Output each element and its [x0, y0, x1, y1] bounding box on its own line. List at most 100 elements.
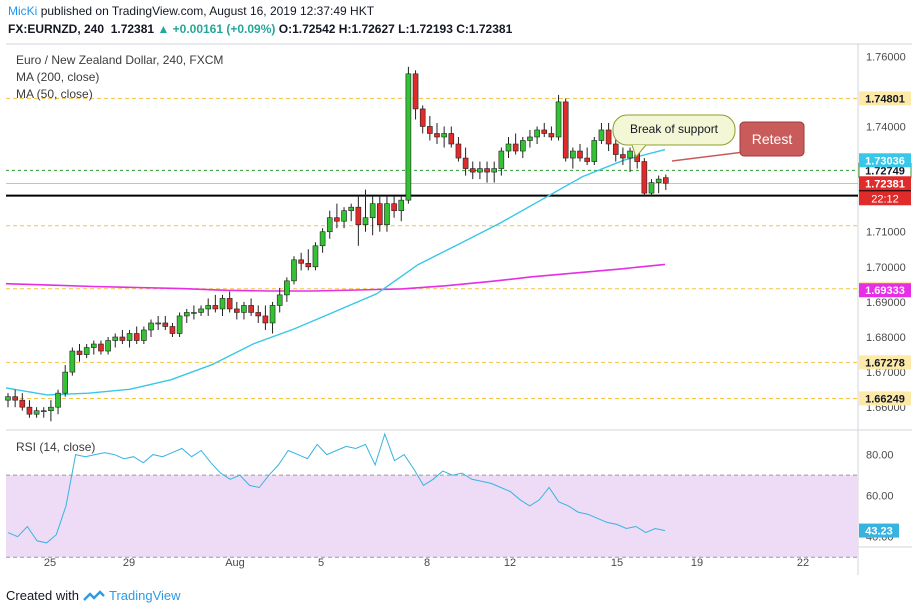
candle-bearish: [334, 217, 340, 222]
candle-bearish: [212, 305, 219, 310]
candle-bullish: [398, 199, 405, 211]
time-tick-label: Aug: [225, 557, 245, 569]
candle-bearish: [133, 333, 140, 341]
candle-bearish: [19, 399, 26, 408]
price-chart[interactable]: 1.76000 1.74000 1.71000 1.70000 1.69000 1.680…: [0, 0, 920, 585]
candle-bullish: [555, 101, 562, 138]
price-tick-label: 1.67000: [866, 367, 906, 379]
candle-bullish: [276, 294, 283, 306]
countdown-label: 22:12: [871, 193, 899, 205]
rsi-tick-label: 80.00: [866, 450, 894, 462]
candle-bullish: [291, 259, 297, 282]
candle-bullish: [148, 322, 154, 331]
rsi-line: [7, 432, 666, 544]
candle-bullish: [284, 280, 290, 296]
candle-bullish: [341, 210, 347, 222]
time-tick-label: 19: [691, 557, 703, 569]
candle-bearish: [76, 350, 83, 355]
ma50-line: [5, 148, 666, 396]
price-label: 1.73036: [865, 155, 905, 167]
break-of-support-bubble[interactable]: [612, 114, 736, 146]
candle-bullish: [155, 322, 161, 325]
retest-box[interactable]: [739, 121, 805, 157]
candle-bullish: [83, 347, 90, 355]
candle-bullish: [319, 231, 326, 247]
price-tick-label: 1.68000: [866, 332, 906, 344]
candle-bullish: [219, 298, 226, 310]
author-name[interactable]: MicKi: [8, 4, 38, 18]
ticker-line: FX:EURNZD, 240 1.72381 ▲ +0.00161 (+0.09…: [8, 22, 512, 36]
ma50-legend: MA (50, close): [16, 87, 93, 101]
candle-bearish: [641, 161, 648, 194]
candle-bullish: [62, 371, 69, 394]
candle-bullish: [269, 305, 276, 324]
candle-bullish: [441, 133, 447, 138]
rsi-value-box: [859, 523, 899, 538]
candle-bearish: [455, 143, 462, 159]
ohlc-values: O:1.72542 H:1.72627 L:1.72193 C:1.72381: [278, 22, 513, 36]
candle-bearish: [391, 203, 397, 211]
candle-bullish: [534, 129, 540, 138]
price-tick-label: 1.70000: [866, 262, 906, 274]
candle-bullish: [655, 178, 662, 183]
candle-bearish: [662, 177, 669, 184]
price-label-box: [859, 283, 911, 298]
tradingview-brand[interactable]: TradingView: [108, 588, 181, 603]
level-price-box: [859, 391, 911, 406]
time-tick-label: 15: [611, 557, 623, 569]
candle-bearish: [162, 322, 169, 327]
rsi-value-label: 43.23: [865, 526, 893, 538]
candle-bullish: [5, 396, 11, 401]
candle-bullish: [198, 308, 204, 313]
level-price-box: [859, 91, 911, 106]
level-price-label: 1.74801: [865, 93, 905, 105]
candle-bearish: [234, 308, 240, 313]
time-tick-label: 25: [44, 557, 56, 569]
ma200-line: [5, 263, 666, 292]
ticker-symbol: FX:EURNZD, 240: [8, 22, 105, 36]
candle-bearish: [419, 108, 426, 127]
candle-bullish: [498, 150, 505, 169]
candle-bullish: [91, 343, 97, 348]
publish-info: MicKi published on TradingView.com, Augu…: [8, 4, 374, 18]
candle-bearish: [434, 133, 440, 138]
candle-bearish: [577, 150, 583, 159]
tradingview-logo-icon[interactable]: [83, 589, 105, 602]
candle-bearish: [262, 315, 269, 324]
candle-bearish: [584, 157, 590, 162]
candle-bullish: [312, 245, 319, 268]
price-label: 1.69333: [865, 285, 905, 297]
rsi-band: [6, 475, 858, 558]
candle-bullish: [369, 203, 376, 218]
candle-bearish: [612, 143, 619, 155]
candle-bearish: [412, 73, 419, 110]
candle-bearish: [355, 206, 362, 226]
candle-bullish: [126, 333, 133, 341]
candle-bullish: [105, 340, 111, 352]
candle-bullish: [570, 150, 576, 159]
candle-bearish: [12, 396, 18, 401]
last-price: 1.72381: [110, 22, 155, 36]
candle-bullish: [527, 136, 533, 141]
candle-bearish: [462, 157, 469, 169]
candle-bearish: [305, 263, 312, 268]
time-tick-label: 29: [123, 557, 135, 569]
candle-bullish: [183, 312, 190, 317]
candle-bullish: [112, 336, 119, 341]
candle-bearish: [119, 336, 126, 341]
candle-bearish: [226, 298, 233, 310]
candle-bullish: [627, 150, 633, 159]
candle-bearish: [605, 129, 612, 145]
time-tick-label: 5: [318, 557, 324, 569]
candle-bearish: [620, 154, 626, 159]
ma200-legend: MA (200, close): [16, 70, 100, 84]
candle-bearish: [248, 305, 254, 313]
time-tick-label: 8: [424, 557, 430, 569]
candle-bullish: [362, 217, 369, 226]
candle-bullish: [505, 143, 512, 152]
bubble-tail: [631, 144, 647, 159]
price-tick-label: 1.74000: [866, 121, 906, 133]
level-price-label: 1.72749: [865, 165, 905, 177]
candle-bullish: [176, 315, 183, 334]
price-label-box: [859, 153, 911, 168]
